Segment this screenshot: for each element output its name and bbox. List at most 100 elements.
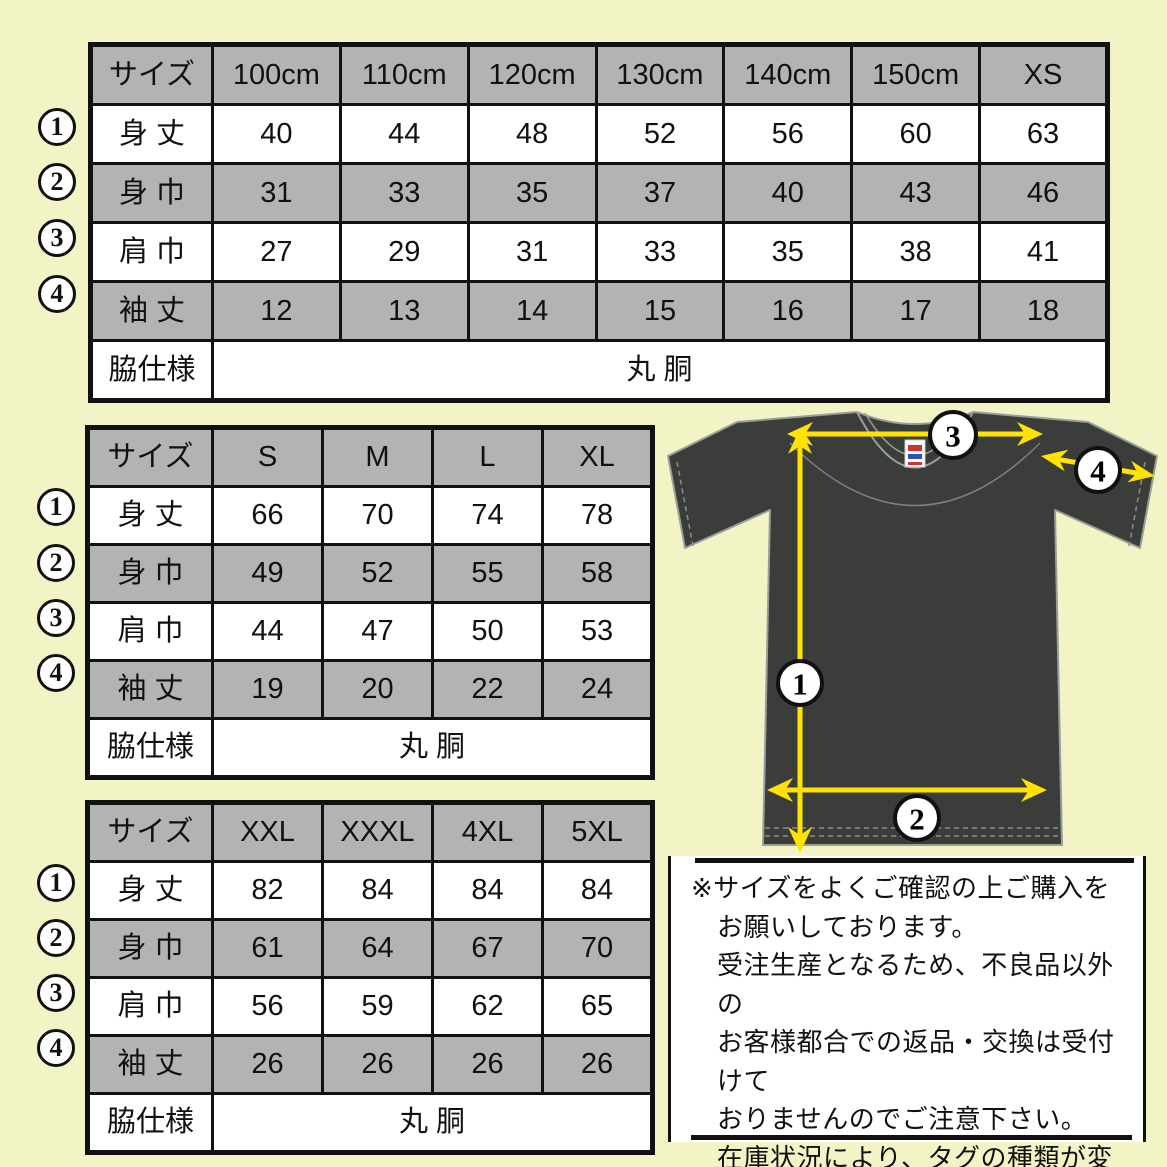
value-cell: 33 <box>594 221 726 283</box>
header-cell: L <box>431 426 544 488</box>
row-marker-label: 4 <box>49 658 63 687</box>
value-cell: 20 <box>321 659 434 720</box>
table-footer-row: 脇仕様丸 胴 <box>86 1092 654 1154</box>
header-cell: S <box>211 426 324 488</box>
row-marker-2-icon: 2 <box>37 544 75 582</box>
row-marker-4-icon: 4 <box>37 654 75 692</box>
row-marker-label: 3 <box>49 603 63 632</box>
value-cell: 35 <box>722 221 854 283</box>
value-cell: 53 <box>541 601 654 662</box>
value-cell: 55 <box>431 543 544 604</box>
value-cell: 66 <box>211 485 324 546</box>
value-cell: 40 <box>211 103 342 165</box>
row-marker-4-icon: 4 <box>37 1029 75 1067</box>
value-cell: 27 <box>211 221 342 283</box>
diagram-marker-2: 2 <box>893 794 941 842</box>
value-cell: 26 <box>211 1034 324 1095</box>
tshirt-measurement-diagram: 3 4 1 2 <box>667 410 1158 853</box>
table-row: 身 巾 61 64 67 70 <box>86 918 654 979</box>
value-cell: 84 <box>431 860 544 921</box>
value-cell: 12 <box>211 280 342 342</box>
diagram-marker-4: 4 <box>1074 446 1122 494</box>
value-cell: 59 <box>321 976 434 1037</box>
value-cell: 64 <box>321 918 434 979</box>
value-cell: 60 <box>850 103 982 165</box>
footer-label-cell: 脇仕様 <box>86 717 214 779</box>
row-label-cell: 身 巾 <box>89 162 214 224</box>
header-cell: XL <box>541 426 654 488</box>
value-cell: 82 <box>211 860 324 921</box>
row-marker-3-icon: 3 <box>38 219 76 257</box>
diagram-marker-3: 3 <box>928 410 978 460</box>
purchase-notice-box: ※サイズをよくご確認の上ご購入を お願いしております。 受注生産となるため、不良… <box>668 856 1146 1167</box>
diagram-marker-label: 4 <box>1090 454 1106 489</box>
row-marker-label: 4 <box>49 1033 63 1062</box>
row-marker-3-icon: 3 <box>37 599 75 637</box>
notice-line: 受注生産となるため、不良品以外の <box>717 950 1114 1019</box>
value-cell: 16 <box>722 280 854 342</box>
table-row: 肩 巾 44 47 50 53 <box>86 601 654 662</box>
value-cell: 52 <box>321 543 434 604</box>
value-cell: 22 <box>431 659 544 720</box>
value-cell: 84 <box>321 860 434 921</box>
row-marker-label: 1 <box>49 868 63 897</box>
diagram-marker-1: 1 <box>776 659 824 707</box>
notice-line: お願いしております。 <box>717 911 978 942</box>
table-row: 身 巾 31 33 35 37 40 43 46 <box>89 162 1109 224</box>
row-marker-label: 4 <box>50 279 64 308</box>
row-marker-1-icon: 1 <box>38 108 76 146</box>
body-length-arrow <box>788 428 812 853</box>
value-cell: 38 <box>850 221 982 283</box>
value-cell: 56 <box>722 103 854 165</box>
value-cell: 31 <box>466 221 598 283</box>
header-cell: XXXL <box>321 801 434 863</box>
value-cell: 50 <box>431 601 544 662</box>
row-marker-label: 1 <box>49 492 63 521</box>
value-cell: 35 <box>466 162 598 224</box>
value-cell: 43 <box>850 162 982 224</box>
notice-line: お客様都合での返品・交換は受付けて <box>717 1027 1115 1096</box>
row-marker-label: 2 <box>49 923 63 952</box>
row-marker-2-icon: 2 <box>38 163 76 201</box>
diagram-marker-label: 1 <box>792 667 808 702</box>
notice-line: ※サイズをよくご確認の上ご購入を <box>691 873 1111 903</box>
value-cell: 18 <box>978 280 1109 342</box>
table-header-row: サイズ XXL XXXL 4XL 5XL <box>86 801 654 863</box>
footer-value-cell: 丸 胴 <box>211 1092 654 1154</box>
row-label-cell: 身 丈 <box>89 103 214 165</box>
value-cell: 31 <box>211 162 342 224</box>
size-table-s-xl: サイズ S M L XL 身 丈 66 70 74 78 身 巾 49 52 55 58 肩 巾 44 47 50 5… <box>85 425 655 780</box>
value-cell: 17 <box>850 280 982 342</box>
value-cell: 19 <box>211 659 324 720</box>
table-row: 身 丈 40 44 48 52 56 60 63 <box>89 103 1109 165</box>
value-cell: 49 <box>211 543 324 604</box>
row-label-cell: 肩 巾 <box>89 221 214 283</box>
table-row: 袖 丈 26 26 26 26 <box>86 1034 654 1095</box>
row-label-cell: 肩 巾 <box>86 601 214 662</box>
row-marker-label: 3 <box>49 978 63 1007</box>
diagram-marker-label: 3 <box>945 419 961 454</box>
row-label-cell: 肩 巾 <box>86 976 214 1037</box>
header-cell: XS <box>978 43 1109 106</box>
row-label-cell: 身 丈 <box>86 485 214 546</box>
diagram-marker-label: 2 <box>909 802 925 837</box>
value-cell: 61 <box>211 918 324 979</box>
footer-label-cell: 脇仕様 <box>86 1092 214 1154</box>
row-marker-label: 2 <box>50 167 64 196</box>
value-cell: 67 <box>431 918 544 979</box>
header-cell: 130cm <box>594 43 726 106</box>
value-cell: 13 <box>338 280 470 342</box>
value-cell: 48 <box>466 103 598 165</box>
value-cell: 14 <box>466 280 598 342</box>
table-row: 肩 巾 56 59 62 65 <box>86 976 654 1037</box>
value-cell: 44 <box>211 601 324 662</box>
header-cell: 140cm <box>722 43 854 106</box>
value-cell: 63 <box>978 103 1109 165</box>
row-marker-2-icon: 2 <box>37 919 75 957</box>
size-table-kids: サイズ 100cm 110cm 120cm 130cm 140cm 150cm XS 身 丈 40… <box>88 42 1110 403</box>
value-cell: 37 <box>594 162 726 224</box>
value-cell: 26 <box>321 1034 434 1095</box>
value-cell: 15 <box>594 280 726 342</box>
table-footer-row: 脇仕様丸 胴 <box>89 339 1109 402</box>
value-cell: 70 <box>321 485 434 546</box>
